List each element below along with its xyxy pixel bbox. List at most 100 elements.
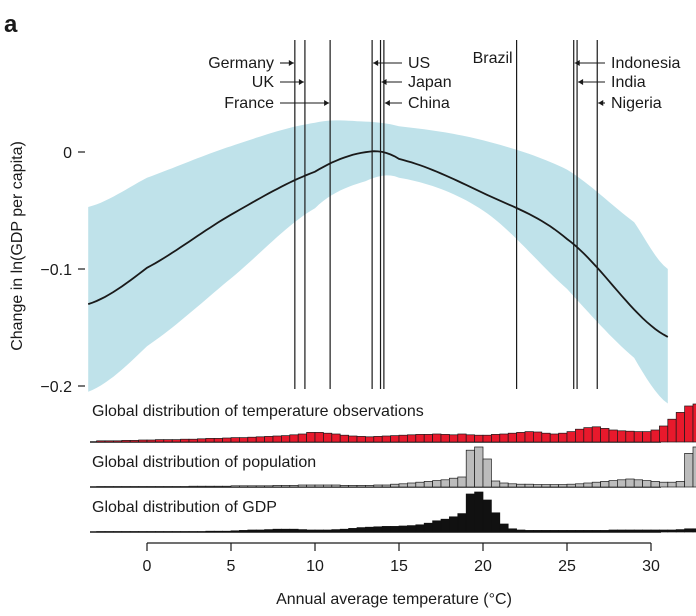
population-histogram-bar [625, 478, 635, 488]
x-axis-title: Annual average temperature (°C) [276, 591, 512, 608]
temperature-histogram-bar [146, 439, 156, 443]
country-temperature-lines [294, 40, 598, 389]
population-histogram-bar [474, 446, 484, 488]
temperature-histogram-bar [373, 436, 383, 443]
population-histogram-bar [331, 484, 341, 488]
temperature-histogram-bar [533, 431, 543, 443]
gdp-histogram-bar [365, 526, 375, 533]
temperature-histogram-title: Global distribution of temperature obser… [92, 403, 424, 420]
population-histogram-bar [213, 485, 223, 488]
country-germany-label: Germany [208, 55, 274, 72]
gdp-histogram-bar [583, 530, 593, 533]
country-china-arrow-head [384, 100, 390, 106]
population-histogram-bar [440, 479, 450, 488]
gdp-histogram-bar [281, 528, 291, 533]
population-histogram-bar [281, 485, 291, 488]
population-histogram-bar [272, 485, 282, 488]
temperature-histogram-bar [642, 431, 652, 443]
temperature-histogram-bar [323, 432, 333, 443]
population-histogram-bar [390, 483, 400, 488]
population-histogram-bar [289, 485, 299, 488]
gdp-histogram-bar [650, 529, 660, 533]
population-histogram-bar [230, 485, 240, 488]
temperature-histogram-bar [390, 435, 400, 443]
country-nigeria-label: Nigeria [611, 95, 662, 112]
temperature-histogram-bar [239, 437, 249, 443]
temperature-histogram-bar [659, 425, 669, 443]
country-indonesia-label: Indonesia [611, 55, 680, 72]
temperature-histogram-bar [684, 405, 694, 443]
country-germany-arrow-head [288, 60, 294, 66]
main-plot: Germany UK France US Japan China Brazil Indones… [9, 40, 680, 404]
gdp-histogram-bar [692, 528, 696, 533]
gdp-histogram-bar [390, 526, 400, 533]
population-histogram-bar [365, 485, 375, 488]
population-histogram-bar [205, 485, 215, 488]
gdp-histogram-bar [297, 529, 307, 533]
gdp-histogram-bar [255, 529, 265, 533]
temperature-histogram-bar [667, 418, 677, 443]
temperature-histogram-bar [692, 403, 696, 443]
x-tick-label: 10 [306, 558, 324, 575]
x-axis: 0 5 10 15 20 25 30 [143, 542, 660, 575]
temperature-histogram-bar [272, 435, 282, 443]
population-histogram-bar [373, 484, 383, 488]
temperature-histogram-bar [339, 434, 349, 443]
population-histogram-bar [524, 483, 534, 488]
population-histogram-bar [306, 484, 316, 488]
population-histogram-bar [566, 483, 576, 488]
x-tick-label: 15 [390, 558, 408, 575]
country-china-label: China [408, 95, 450, 112]
temperature-histogram-bar [524, 431, 534, 443]
gdp-histogram-bar [222, 530, 232, 533]
population-histogram-bar [600, 481, 610, 488]
gdp-histogram-bar [541, 530, 551, 533]
population-histogram-bar [197, 485, 207, 488]
gdp-histogram-bar [398, 525, 408, 533]
temperature-histogram-bar [289, 434, 299, 443]
x-tick-label: 30 [642, 558, 660, 575]
gdp-histogram-bar [314, 529, 324, 533]
temperature-histogram-bar [423, 434, 433, 443]
population-histogram-bar [423, 481, 433, 488]
population-histogram-bar [650, 481, 660, 488]
population-histogram-bar [297, 484, 307, 488]
gdp-histogram-bar [591, 530, 601, 533]
temperature-histogram-bar [171, 439, 181, 443]
temperature-histogram-bar [465, 434, 475, 443]
country-nigeria-arrow-head [598, 100, 604, 106]
population-histogram-bar [692, 446, 696, 488]
temperature-histogram-bar [163, 439, 173, 443]
population-histogram-bar [533, 484, 543, 488]
gdp-histogram-bar [491, 512, 501, 533]
temperature-histogram-bar [222, 437, 232, 443]
temperature-histogram-bar [482, 434, 492, 443]
population-histogram-bar [642, 480, 652, 488]
temperature-histogram-bar [113, 440, 123, 443]
temperature-histogram-bar [415, 434, 425, 443]
population-histogram-bar [516, 483, 526, 488]
population-histogram-bar [583, 482, 593, 488]
temperature-histogram-bar [449, 434, 459, 443]
temperature-histogram-bar [507, 432, 517, 443]
gdp-histogram-bar [306, 529, 316, 533]
temperature-histogram-bar [432, 433, 442, 443]
population-histogram-bar [482, 458, 492, 488]
temperature-histogram-bar [633, 431, 643, 443]
panel-label: a [4, 11, 18, 38]
temperature-histogram [90, 403, 696, 443]
temperature-histogram-bar [314, 432, 324, 443]
country-uk-arrow-head [298, 79, 304, 85]
temperature-histogram-bar [457, 433, 467, 443]
gdp-histogram-bar [289, 528, 299, 533]
country-labels: Germany UK France US Japan China Brazil Indones… [208, 50, 680, 112]
population-histogram [90, 446, 696, 488]
population-histogram-bar [398, 483, 408, 488]
temperature-histogram-bar [617, 430, 627, 443]
gdp-histogram-bar [415, 524, 425, 533]
temperature-histogram-bar [297, 433, 307, 443]
temperature-histogram-bar [104, 440, 114, 443]
temperature-histogram-bar [541, 432, 551, 443]
temperature-histogram-bar [96, 440, 106, 443]
